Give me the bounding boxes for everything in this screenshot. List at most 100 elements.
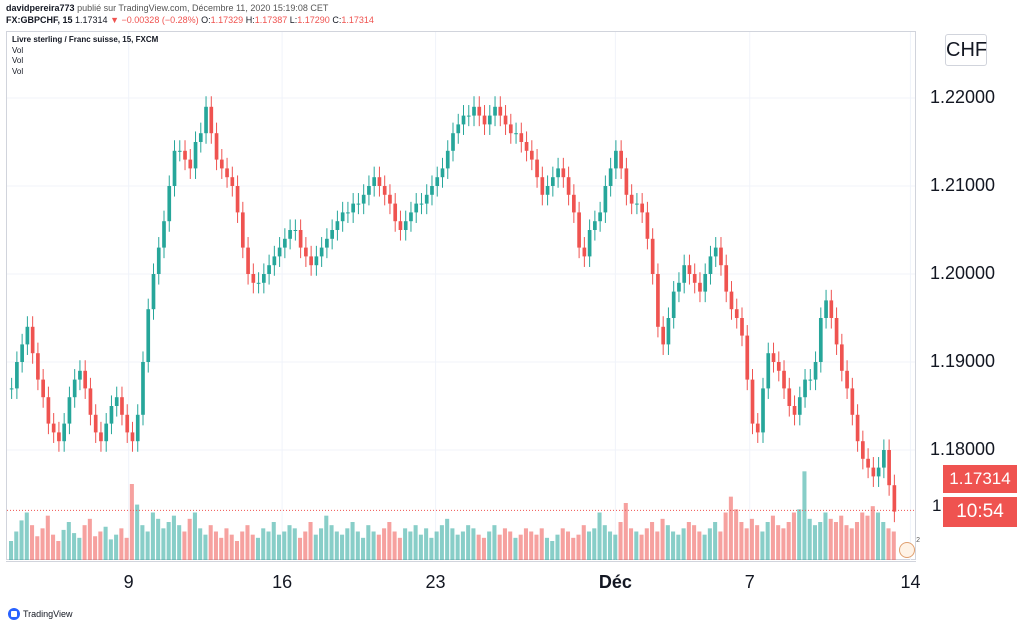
- volume-bar: [313, 534, 318, 560]
- volume-bar: [187, 518, 192, 560]
- volume-bar: [329, 525, 334, 560]
- candle-body: [887, 450, 891, 486]
- candle-body: [477, 106, 482, 116]
- volume-bar: [140, 525, 145, 560]
- volume-bar: [565, 531, 571, 560]
- volume-bar: [340, 534, 345, 560]
- volume-bar: [571, 537, 576, 560]
- legend-volume-2[interactable]: Vol: [12, 56, 24, 65]
- candle-body: [235, 186, 240, 213]
- close-label: C:: [332, 15, 342, 25]
- candle-body: [151, 274, 156, 310]
- events-icon[interactable]: [899, 537, 920, 558]
- candle-body: [861, 441, 865, 459]
- candle-body: [67, 397, 72, 424]
- volume-bar: [124, 537, 129, 560]
- brand-label: TradingView: [23, 609, 73, 619]
- volume-bar: [234, 541, 239, 560]
- candle-body: [288, 230, 292, 239]
- volume-bar: [345, 528, 350, 560]
- volume-bar: [886, 528, 891, 560]
- candle-body: [225, 168, 229, 178]
- candle-body: [367, 186, 371, 195]
- volume-bar: [765, 522, 770, 560]
- volume-bar: [334, 531, 339, 560]
- candle-body: [424, 194, 429, 204]
- volume-bar: [760, 531, 765, 560]
- x-tick-label: 23: [425, 572, 446, 592]
- volume-bar: [219, 537, 224, 560]
- volume-bar: [376, 534, 381, 560]
- candle-body: [824, 300, 828, 318]
- volume-bar: [891, 531, 896, 560]
- volume-bar: [713, 522, 718, 560]
- candle-body: [556, 168, 560, 178]
- volume-bar: [434, 531, 439, 560]
- volume-bar: [418, 534, 423, 560]
- candle-body: [818, 318, 823, 362]
- candle-body: [120, 397, 124, 415]
- volume-bar: [718, 531, 723, 560]
- volume-bar: [650, 522, 655, 560]
- legend-volume-3[interactable]: Vol: [12, 66, 24, 76]
- volume-bar: [213, 531, 218, 560]
- volume-bar: [103, 526, 108, 560]
- volume-bar: [429, 537, 434, 560]
- candle-body: [15, 362, 19, 389]
- candle-body: [892, 485, 897, 512]
- volume-bar: [802, 471, 807, 560]
- volume-bar: [776, 525, 781, 560]
- legend-title: Livre sterling / Franc suisse, 15, FXCM: [12, 35, 159, 44]
- volume-bar: [297, 537, 303, 560]
- candle-body: [430, 186, 434, 195]
- volume-bar: [166, 522, 171, 560]
- candle-body: [93, 414, 98, 433]
- candle-body: [787, 388, 792, 406]
- footer-brand[interactable]: TradingView: [8, 608, 73, 620]
- candle-body: [661, 326, 666, 345]
- candle-body: [498, 106, 503, 116]
- currency-button[interactable]: CHF: [945, 34, 987, 66]
- candle-body: [346, 212, 350, 214]
- volume-bar: [135, 504, 140, 560]
- volume-bar: [392, 531, 397, 560]
- volume-bar: [755, 525, 760, 560]
- volume-bar: [481, 537, 486, 560]
- candle-body: [240, 212, 245, 248]
- volume-bar: [93, 536, 98, 560]
- volume-bar: [198, 528, 203, 560]
- volume-bar: [770, 515, 775, 560]
- candle-body: [41, 379, 45, 398]
- candle-body: [51, 423, 56, 433]
- y-tick-label: 1.21000: [930, 175, 996, 195]
- candle-body: [83, 370, 88, 389]
- volume-bar: [671, 531, 676, 560]
- volume-bar: [361, 537, 366, 560]
- volume-bar: [397, 537, 402, 560]
- partial-axis-label: 1: [932, 496, 942, 515]
- volume-bar: [518, 534, 523, 560]
- candle-body: [419, 203, 424, 205]
- candle-body: [403, 221, 408, 230]
- volume-bar: [224, 528, 229, 560]
- volume-bar: [492, 525, 497, 560]
- candle-body: [755, 423, 760, 433]
- volume-bar: [676, 534, 681, 560]
- candle-body: [529, 150, 534, 160]
- candle-body: [356, 203, 361, 205]
- volume-bar: [849, 528, 854, 560]
- candle-body: [603, 186, 608, 213]
- tradingview-logo-icon: [8, 608, 20, 620]
- candle-body: [62, 423, 67, 442]
- legend-volume-1[interactable]: Vol: [12, 45, 24, 55]
- candle-body: [330, 230, 334, 239]
- candle-body: [834, 318, 839, 345]
- candle-body: [451, 133, 455, 151]
- volume-bar: [371, 531, 376, 560]
- candle-body: [456, 124, 461, 134]
- candle-body: [393, 203, 398, 222]
- candle-body: [198, 133, 203, 142]
- x-tick-label: 14: [900, 572, 921, 592]
- volume-bar: [424, 528, 429, 560]
